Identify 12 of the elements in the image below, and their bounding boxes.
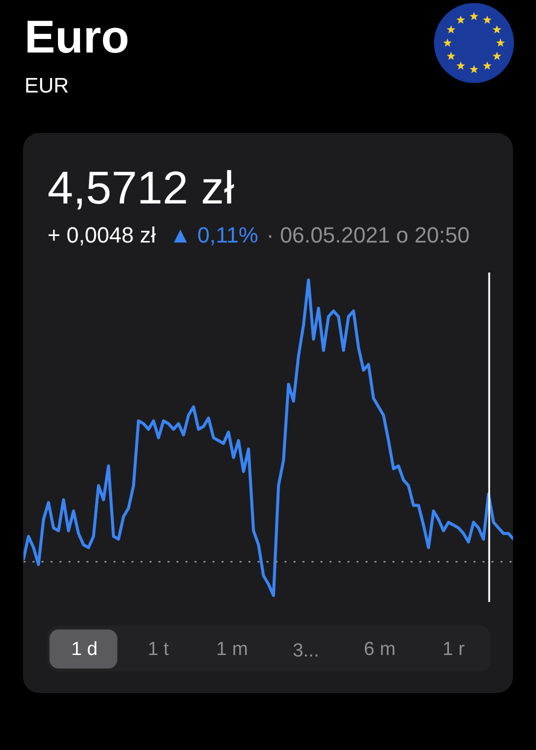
chart-title: Euro (24, 10, 130, 62)
text: ▲ 0,11% (170, 222, 258, 248)
text: 1 r (442, 639, 466, 660)
text: 1 m (216, 639, 248, 660)
text: · 06.05.2021 o 20:50 (266, 222, 470, 248)
chart-subtitle: EUR (24, 74, 69, 98)
text: 6 m (364, 639, 396, 660)
text: 3... (292, 640, 320, 662)
text: 1 d (71, 639, 98, 660)
text: + 0,0048 zł (48, 222, 156, 248)
text: 1 t (148, 639, 170, 660)
text: 4,5712 zł (48, 161, 234, 214)
